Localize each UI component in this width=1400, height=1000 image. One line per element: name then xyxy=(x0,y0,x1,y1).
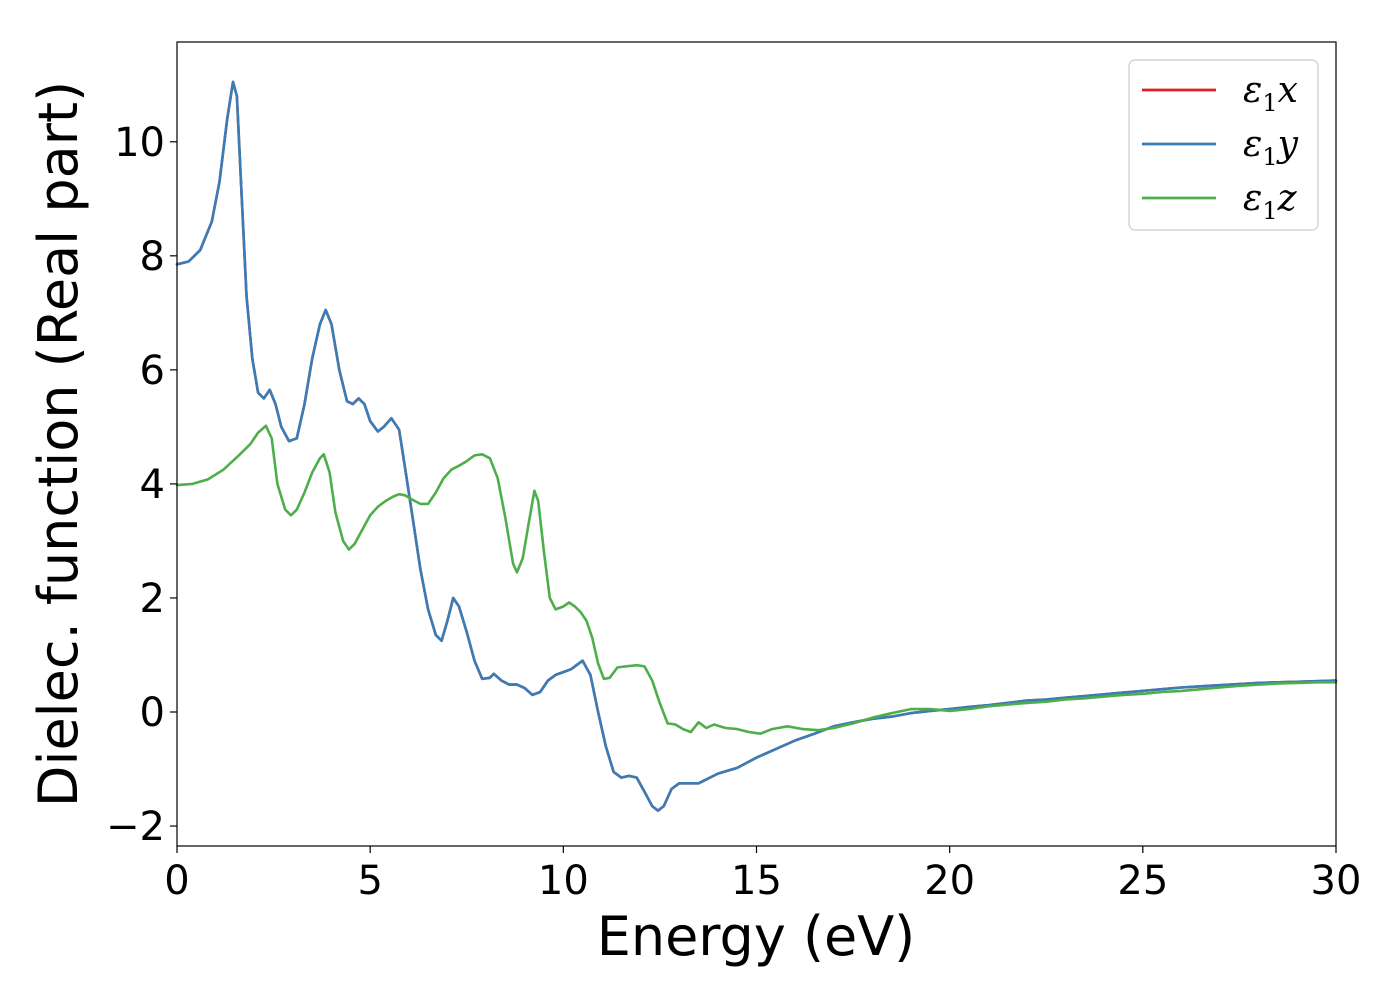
legend: ε1x ε1y ε1z xyxy=(1128,59,1319,231)
y-tick-label: 6 xyxy=(140,348,165,394)
x-tick-label: 15 xyxy=(731,858,782,904)
legend-label: ε1x xyxy=(1243,70,1298,117)
legend-box xyxy=(1128,59,1319,231)
y-tick-label: 8 xyxy=(140,234,165,280)
x-tick-label: 20 xyxy=(924,858,975,904)
legend-label: ε1y xyxy=(1243,124,1299,171)
y-tick-label: 0 xyxy=(140,690,165,736)
y-tick-label: −2 xyxy=(106,804,165,850)
x-axis-label: Energy (eV) xyxy=(597,905,916,968)
x-tick-label: 10 xyxy=(538,858,589,904)
y-tick-label: 2 xyxy=(140,576,165,622)
series-line-z xyxy=(175,424,1338,735)
x-tick-label: 5 xyxy=(357,858,382,904)
y-axis: −2 0 2 4 6 8 10 xyxy=(106,120,177,850)
y-tick-label: 4 xyxy=(140,462,165,508)
legend-label: ε1z xyxy=(1243,178,1298,225)
y-tick-label: 10 xyxy=(114,120,165,166)
x-tick-label: 30 xyxy=(1311,858,1362,904)
x-axis: 0 5 10 15 20 25 30 xyxy=(164,846,1361,904)
y-axis-label: Dielec. function (Real part) xyxy=(27,81,90,807)
series-line-y xyxy=(175,80,1338,812)
x-tick-label: 0 xyxy=(164,858,189,904)
series-layer xyxy=(175,80,1338,812)
x-tick-label: 25 xyxy=(1117,858,1168,904)
